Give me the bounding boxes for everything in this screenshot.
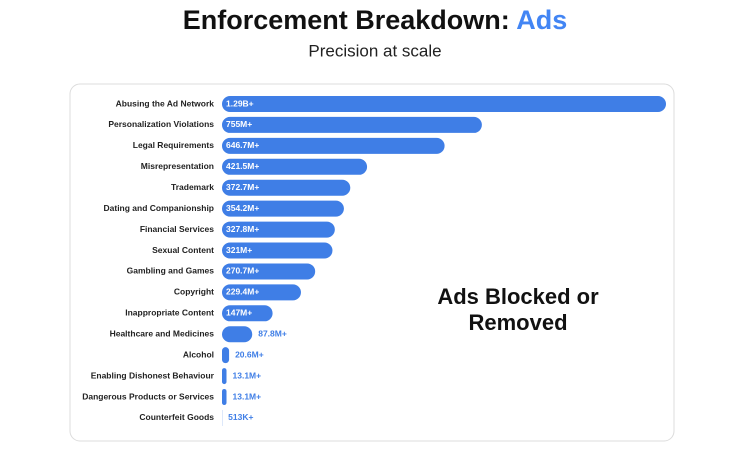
bar [222,284,301,301]
value-label: 646.7M+ [226,140,259,150]
value-label: 755M+ [226,119,252,129]
bar [222,158,368,175]
bar [222,200,344,217]
category-label: Dating and Companionship [104,203,215,213]
bar [222,96,666,112]
category-label: Gambling and Games [127,266,215,276]
chart-subtitle: Precision at scale [308,41,441,60]
value-label: 13.1M+ [233,370,262,380]
category-label: Alcohol [183,349,214,359]
category-label: Personalization Violations [108,119,214,129]
value-label: 270.7M+ [226,266,259,276]
bar [222,242,333,259]
value-label: 13.1M+ [233,391,262,401]
category-label: Trademark [171,182,214,192]
title-highlight: Ads [516,5,567,35]
category-label: Dangerous Products or Services [82,391,214,401]
bar [222,179,351,196]
annotation: Ads Blocked or [437,284,599,309]
value-label: 87.8M+ [258,328,287,338]
value-label: 372.7M+ [226,182,259,192]
bar [222,347,230,364]
value-label: 421.5M+ [226,161,259,171]
value-label: 513K+ [228,412,253,422]
card [69,83,675,442]
category-label: Abusing the Ad Network [116,98,215,108]
category-label: Counterfeit Goods [139,412,214,422]
category-label: Copyright [174,287,214,297]
value-label: 229.4M+ [226,287,259,297]
category-label: Misrepresentation [141,161,214,171]
annotation: Removed [468,310,567,335]
category-label: Inappropriate Content [125,308,214,318]
bar [222,368,227,385]
bar [222,389,227,406]
title-text: Enforcement Breakdown: [183,5,510,35]
value-label: 1.29B+ [226,98,254,108]
category-label: Sexual Content [152,245,214,255]
value-label: 20.6M+ [235,349,264,359]
category-label: Legal Requirements [133,140,215,150]
category-label: Financial Services [140,224,214,234]
bar [222,221,335,238]
value-label: 321M+ [226,245,252,255]
category-label: Enabling Dishonest Behaviour [91,370,215,380]
category-label: Healthcare and Medicines [110,328,215,338]
bar [222,116,482,133]
chart-title: Enforcement Breakdown: Ads [183,5,568,35]
bar [222,326,253,343]
bar [222,305,273,322]
value-label: 147M+ [226,308,252,318]
value-label: 327.8M+ [226,224,259,234]
bar [222,263,316,280]
bar [222,137,445,154]
value-label: 354.2M+ [226,203,259,213]
